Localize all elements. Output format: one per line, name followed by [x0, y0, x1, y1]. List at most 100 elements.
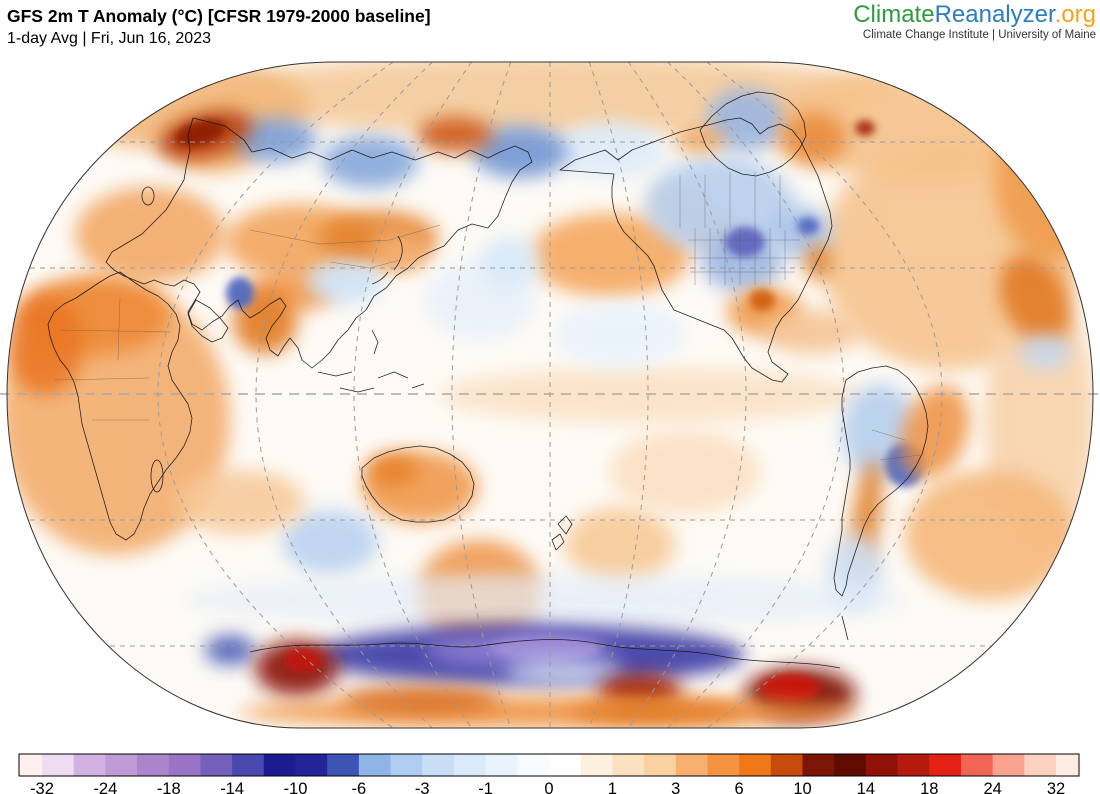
colorbar-tick-label: -14 — [220, 780, 244, 794]
anomaly-blob — [783, 112, 847, 164]
coast-greenland — [699, 91, 807, 177]
colorbar-segment — [485, 754, 518, 776]
colorbar-segment — [295, 754, 328, 776]
anomaly-blob — [322, 136, 418, 188]
anomaly-blob — [185, 574, 905, 626]
anomaly-blob — [174, 119, 226, 147]
colorbar-tick-label: 3 — [671, 780, 680, 794]
colorbar-segment — [232, 754, 265, 776]
colorbar-segment — [453, 754, 487, 776]
anomaly-blob — [855, 120, 875, 136]
anomaly-blob — [764, 310, 860, 354]
colorbar-tick-label: 14 — [857, 780, 875, 794]
site-logo-wordmark[interactable]: ClimateReanalyzer.org — [853, 2, 1096, 28]
coast-south-america — [833, 365, 929, 597]
colorbar-segment — [390, 754, 423, 776]
colorbar-segment — [200, 754, 233, 776]
graticule — [7, 62, 1093, 728]
anomaly-blob — [645, 157, 795, 253]
anomaly-blob — [7, 295, 83, 395]
logo-part-reanalyzer: Reanalyzer — [934, 1, 1055, 28]
anomaly-blob — [674, 128, 726, 152]
colorbar-tick-labels: -32 -24 -18 -14 -10 -6 -3 -1 0 1 3 6 10 14 18 24 32 — [30, 780, 1065, 794]
coastlines — [47, 91, 929, 669]
coast-philippines — [371, 329, 379, 355]
logo-part-climate: Climate — [853, 1, 935, 28]
coast-indonesia — [317, 371, 425, 393]
anomaly-blob — [490, 636, 600, 660]
colorbar-tick-label: 24 — [983, 780, 1001, 794]
meridian-line — [706, 62, 943, 728]
anomaly-blob — [226, 277, 254, 309]
colorbar-tick-label: 10 — [793, 780, 811, 794]
meridian-line — [627, 62, 747, 728]
colorbar-segment — [327, 754, 360, 776]
colorbar-tick-label: 6 — [735, 780, 744, 794]
coast-antarctica — [249, 615, 849, 669]
anomaly-blob — [725, 227, 765, 257]
colorbar-border — [18, 753, 1080, 777]
colorbar-segment — [960, 754, 994, 776]
colorbar-tick-label: -3 — [415, 780, 430, 794]
anomaly-blob — [282, 510, 378, 574]
colorbar-tick-label: -6 — [352, 780, 367, 794]
anomaly-blob — [307, 260, 383, 304]
coast-arabia — [187, 299, 229, 343]
anomaly-blob — [233, 290, 297, 354]
colorbar-segment — [263, 754, 296, 776]
colorbar-tick-label: 0 — [544, 780, 553, 794]
anomaly-blob — [472, 126, 568, 178]
anomaly-blob — [75, 187, 225, 283]
admin-borders — [54, 172, 921, 461]
anomaly-blob — [366, 454, 418, 486]
anomaly-blob — [749, 289, 775, 311]
colorbar-segment — [137, 754, 170, 776]
logo-part-org: .org — [1054, 1, 1096, 28]
anomaly-blob — [505, 660, 625, 684]
colorbar-segment — [675, 754, 708, 776]
colorbar-segment — [549, 754, 582, 776]
colorbar-segment — [897, 754, 930, 776]
coast-madagascar — [150, 459, 164, 493]
anomaly-blob — [440, 367, 860, 423]
anomaly-blob — [480, 236, 540, 288]
anomaly-blob — [804, 244, 832, 280]
colorbar-tick-label: 18 — [920, 780, 938, 794]
anomaly-blob — [233, 118, 317, 162]
colorbar-segment — [580, 754, 613, 776]
coast-north-america — [559, 117, 833, 383]
coast-australia — [361, 445, 475, 523]
anomaly-blob — [205, 635, 255, 665]
colorbar-segment — [422, 754, 455, 776]
colorbar-segment — [739, 754, 772, 776]
anomaly-blob — [797, 217, 819, 235]
colorbar-tick-label: -32 — [30, 780, 54, 794]
colorbar-segment — [1056, 754, 1080, 776]
colorbar-segment — [517, 754, 550, 776]
coast-new-zealand — [551, 515, 573, 551]
colorbar-segment — [358, 754, 392, 776]
logo-tagline: Climate Change Institute | University of… — [862, 29, 1096, 41]
colorbar-tick-label: -1 — [478, 780, 493, 794]
anomaly-blob — [905, 470, 1075, 600]
anomaly-blob — [565, 507, 675, 583]
page-title: GFS 2m T Anomaly (°C) [CFSR 1979-2000 ba… — [7, 6, 431, 26]
colorbar-segment — [865, 754, 899, 776]
anomaly-blob — [610, 430, 760, 514]
colorbar-tick-label: 32 — [1047, 780, 1065, 794]
colorbar-segment — [770, 754, 803, 776]
colorbar-segment — [929, 754, 962, 776]
coast-britain — [141, 186, 155, 206]
colorbar — [18, 753, 1080, 777]
anomaly-blob — [285, 648, 321, 672]
colorbar-tick-label: -10 — [284, 780, 308, 794]
colorbar-segment — [802, 754, 835, 776]
meridian-line — [588, 62, 649, 728]
site-logo[interactable]: ClimateReanalyzer.org Climate Change Ins… — [853, 2, 1096, 43]
map-header: GFS 2m T Anomaly (°C) [CFSR 1979-2000 ba… — [7, 5, 431, 49]
anomaly-blob — [570, 700, 750, 724]
anomaly-blob — [1019, 334, 1071, 370]
anomaly-blob — [340, 686, 500, 714]
